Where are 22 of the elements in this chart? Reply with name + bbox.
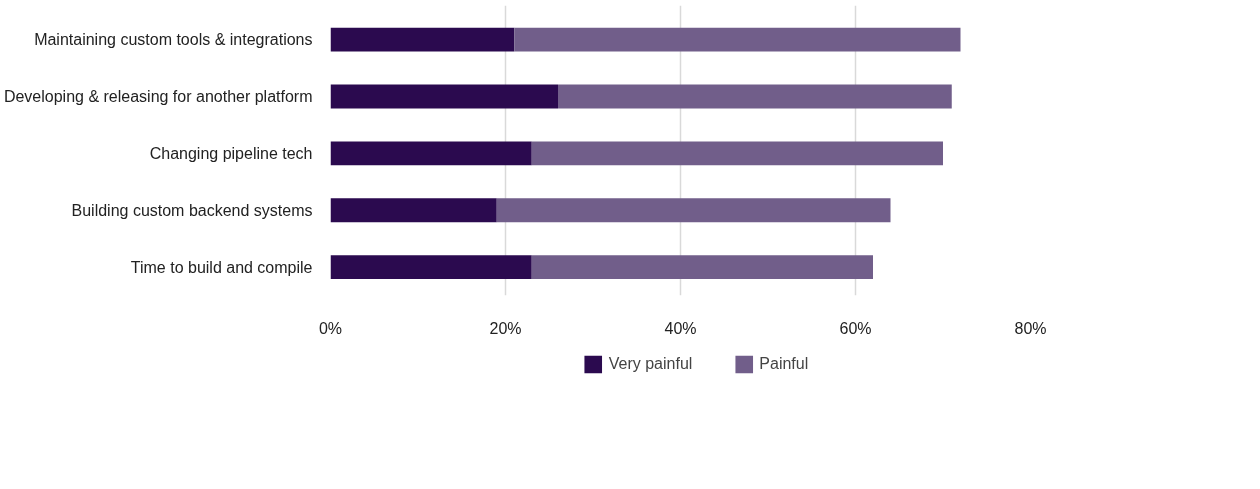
bar [514,27,961,52]
bar [531,255,873,280]
bar [330,198,497,223]
x-tick-label: 40% [664,319,697,337]
y-tick-label: Changing pipeline tech [149,144,313,162]
x-tick-label: 0% [318,319,343,337]
bar [558,84,952,109]
bar [330,255,532,280]
legend-label: Very painful [608,355,693,373]
legend-label: Painful [759,355,809,373]
bar [330,141,532,166]
y-tick-label: Developing & releasing for another platform [3,87,313,105]
y-tick-label: Maintaining custom tools & integrations [34,31,313,49]
x-tick-label: 60% [839,319,872,337]
x-tick-label: 20% [489,319,522,337]
bar [531,141,943,166]
y-tick-label: Time to build and compile [130,258,313,276]
bar [330,84,558,109]
bar [330,27,515,52]
y-tick-label: Building custom backend systems [71,201,313,219]
x-tick-label: 80% [1014,319,1047,337]
bar [496,198,891,223]
